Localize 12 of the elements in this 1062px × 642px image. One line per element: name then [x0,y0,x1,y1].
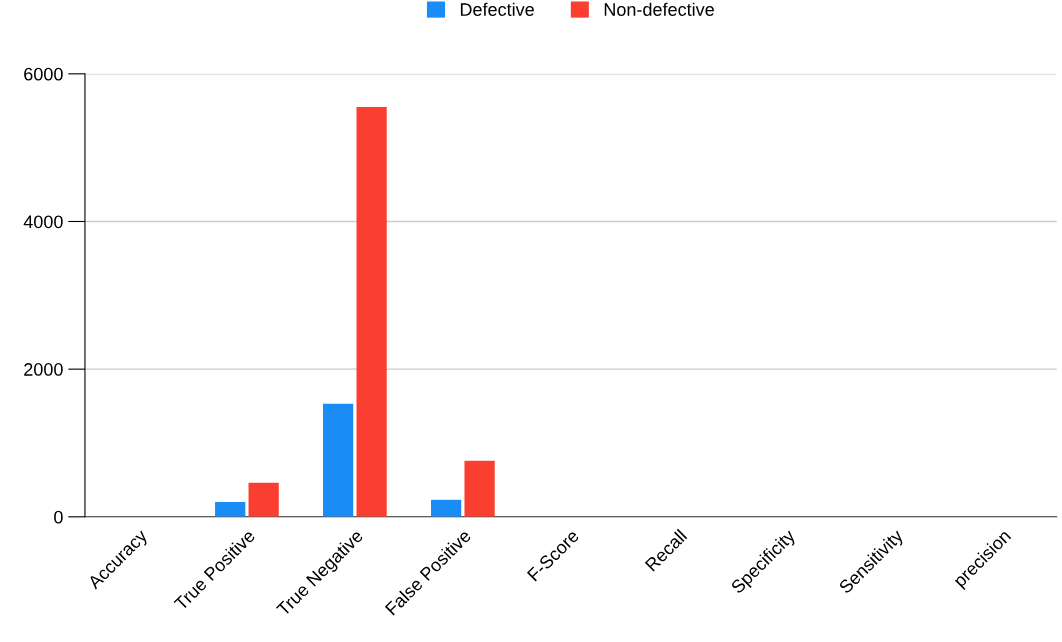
y-tick-label: 4000 [23,215,63,229]
bar [248,482,279,517]
legend-label: Defective [460,2,534,16]
y-tick-label: 2000 [24,363,63,376]
y-tick-label: 0 [54,510,63,524]
bar [464,460,495,517]
bar [215,502,246,517]
bar [431,499,462,517]
y-tick-label: 6000 [24,67,63,81]
bar [356,107,387,517]
legend-label: Non-defective [604,2,714,16]
bar [323,403,354,517]
